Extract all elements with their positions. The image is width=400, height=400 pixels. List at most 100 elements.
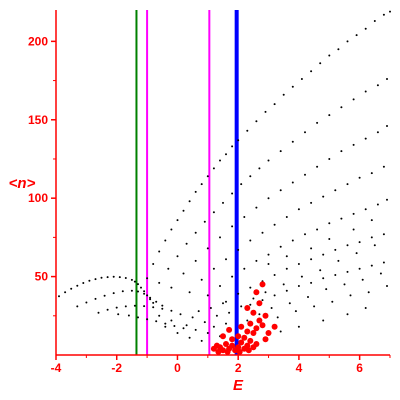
data-point-s0-27 — [137, 290, 139, 293]
data-point-s4-8 — [285, 216, 288, 218]
data-point-s8-27 — [282, 283, 285, 286]
data-point-s2-12 — [267, 159, 270, 162]
data-point-s5-9 — [316, 228, 319, 231]
data-point-s9-8 — [235, 344, 242, 351]
data-points — [58, 10, 391, 355]
data-point-s3-5 — [231, 225, 234, 228]
data-point-s2-7 — [222, 201, 224, 204]
data-point-s6-5 — [285, 267, 288, 270]
data-point-s1-24 — [319, 62, 322, 65]
data-point-s0-26 — [130, 289, 133, 292]
data-point-s0-42 — [127, 314, 130, 317]
data-point-s3-8 — [267, 197, 270, 200]
data-point-s8-44 — [386, 285, 388, 287]
data-point-s0-18 — [149, 298, 152, 301]
data-point-s0-14 — [137, 283, 139, 286]
data-point-s9-21 — [241, 334, 248, 341]
data-point-s4-6 — [261, 231, 264, 234]
tick-labels: -4 -2 0 2 4 6 50 100 150 200 — [28, 34, 363, 375]
x-tick-label: 6 — [356, 361, 363, 375]
data-point-s1-2 — [158, 250, 161, 253]
data-point-s0-23 — [103, 294, 106, 297]
data-point-s0-1 — [64, 291, 67, 294]
data-point-s1-29 — [364, 27, 367, 30]
data-point-s9-23 — [250, 330, 257, 336]
data-point-s6-9 — [334, 248, 337, 251]
data-point-s4-16 — [382, 165, 385, 168]
data-point-s4-10 — [310, 201, 313, 204]
data-point-s4-13 — [346, 183, 349, 186]
data-point-s3-6 — [243, 216, 246, 218]
data-point-s7-7 — [334, 274, 337, 276]
y-tick-label: 150 — [28, 113, 48, 127]
data-point-s0-35 — [124, 305, 127, 308]
data-point-s0-7 — [100, 276, 103, 279]
data-point-s2-8 — [231, 192, 234, 195]
data-point-s0-29 — [149, 296, 152, 299]
data-point-s9-17 — [236, 348, 243, 355]
data-point-s6-2 — [249, 286, 252, 289]
data-point-s1-6 — [182, 209, 185, 212]
data-point-s2-1 — [167, 267, 170, 270]
data-point-s8-42 — [373, 244, 376, 247]
data-point-s1-17 — [255, 120, 258, 123]
data-point-s9-6 — [229, 342, 236, 349]
data-point-s9-35 — [265, 330, 272, 336]
data-point-s8-12 — [206, 332, 209, 334]
data-point-s3-17 — [376, 131, 379, 134]
data-point-s7-9 — [358, 267, 361, 270]
data-point-s8-38 — [349, 294, 352, 297]
data-point-s1-28 — [355, 34, 358, 37]
data-point-s2-3 — [185, 242, 188, 245]
data-point-s3-9 — [279, 189, 282, 192]
data-point-s9-18 — [245, 347, 252, 354]
data-point-s5-3 — [243, 267, 246, 270]
data-point-s2-18 — [340, 106, 343, 109]
data-point-s8-23 — [258, 313, 261, 316]
data-point-s1-4 — [170, 228, 173, 231]
data-point-s1-25 — [328, 54, 331, 57]
data-point-s7-2 — [273, 294, 276, 297]
data-point-s9-3 — [220, 347, 226, 354]
x-tick-label: 4 — [296, 361, 303, 375]
data-point-s0-45 — [155, 320, 158, 323]
data-point-s9-27 — [256, 317, 263, 324]
data-point-s8-35 — [331, 300, 334, 303]
data-point-s1-19 — [273, 103, 276, 106]
data-point-s8-15 — [215, 314, 218, 317]
data-point-s1-32 — [389, 10, 391, 13]
data-point-s4-1 — [200, 278, 203, 281]
data-point-s4-3 — [225, 258, 227, 261]
data-point-s8-36 — [337, 259, 340, 262]
data-point-s1-30 — [373, 20, 376, 22]
data-point-s1-20 — [282, 93, 285, 96]
data-point-s8-26 — [276, 316, 279, 319]
data-point-s8-19 — [228, 311, 231, 314]
data-point-s8-45 — [267, 263, 270, 265]
data-point-s0-15 — [140, 286, 142, 289]
data-point-s4-14 — [358, 176, 361, 179]
data-point-s3-1 — [182, 272, 185, 275]
data-point-s0-11 — [124, 277, 127, 279]
data-point-s5-2 — [231, 275, 234, 278]
data-point-s0-10 — [118, 276, 121, 279]
data-point-s0-2 — [70, 287, 73, 290]
data-point-s7-8 — [346, 270, 349, 273]
data-point-s5-11 — [340, 217, 343, 220]
data-point-s0-41 — [117, 313, 120, 316]
data-point-s9-16 — [224, 348, 231, 355]
data-point-s7-1 — [261, 299, 264, 302]
data-point-s0-21 — [85, 301, 88, 304]
data-point-s8-24 — [264, 291, 267, 294]
data-point-s9-36 — [271, 323, 278, 330]
data-point-s0-24 — [112, 292, 115, 295]
data-point-s4-5 — [249, 239, 252, 242]
data-point-s0-6 — [94, 278, 97, 281]
data-point-s8-46 — [285, 255, 288, 258]
x-axis-label: E — [233, 377, 244, 394]
data-point-s8-52 — [322, 319, 325, 322]
data-point-s4-9 — [297, 208, 300, 211]
data-point-s1-14 — [231, 145, 234, 148]
data-point-s1-12 — [219, 159, 221, 162]
